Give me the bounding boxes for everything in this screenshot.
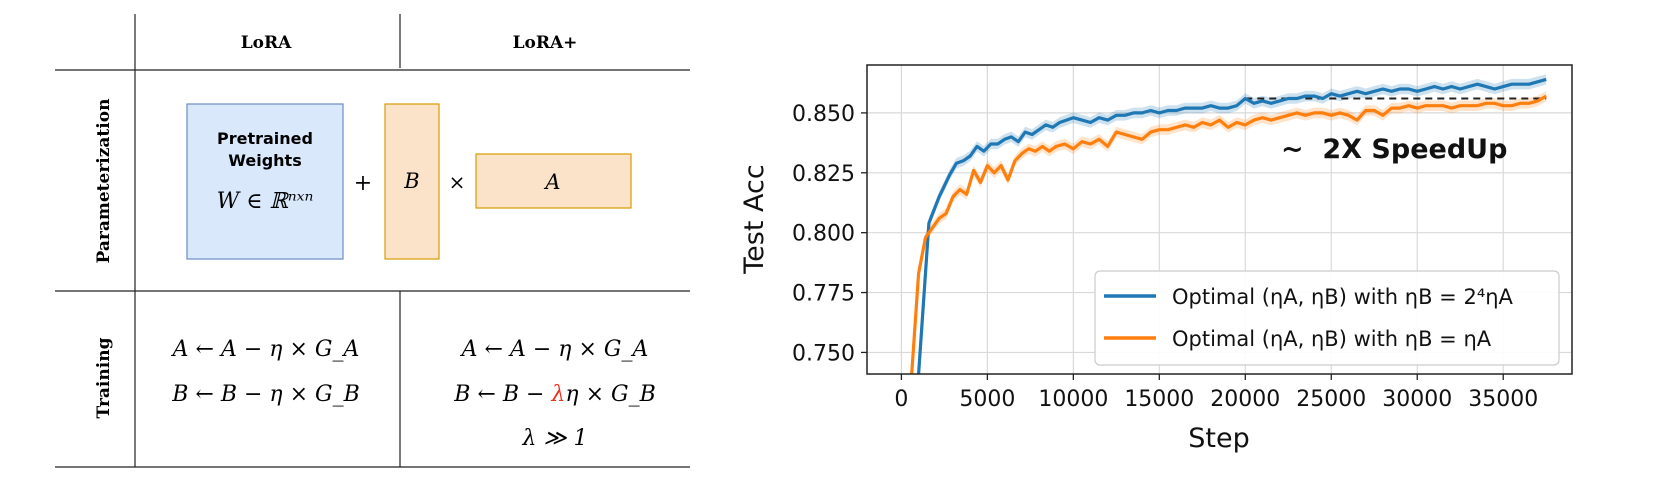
loraplus-update-b-prefix: B ← B − (453, 382, 551, 407)
lora-update-b: B ← B − η × G_B (171, 382, 360, 407)
matrix-b-label: B (403, 169, 419, 193)
lambda-condition: λ ≫ 1 (522, 426, 588, 451)
legend-box (1094, 270, 1560, 366)
y-tick-label: 0.800 (792, 222, 855, 247)
speedup-chart: 0 5000 10000 15000 20000 25000 30000 35000 0.750… (739, 64, 1573, 454)
pretrained-equation: W ∈ ℝⁿˣⁿ (217, 189, 314, 214)
series-line-orange (910, 94, 1547, 375)
col-header-lora: LoRA (241, 33, 292, 53)
y-tick-label: 0.850 (792, 102, 855, 127)
row-label-training: Training (94, 337, 114, 418)
x-tick-label: 10000 (1038, 387, 1108, 412)
x-tick-label: 20000 (1210, 387, 1280, 412)
legend-label-orange: Optimal (ηA, ηB) with ηB = ηA (1172, 327, 1492, 351)
comparison-table: LoRA LoRA+ Parameterization Training Pre… (55, 14, 690, 468)
pretrained-weights-block (186, 103, 344, 260)
row-label-parameterization: Parameterization (94, 99, 114, 264)
loraplus-update-b-suffix: η × G_B (565, 382, 655, 407)
pretrained-label-line1: Pretrained (217, 129, 313, 148)
x-tick-label: 0 (894, 387, 908, 412)
tick-layer: 0 5000 10000 15000 20000 25000 30000 35000 0.750… (792, 102, 1538, 412)
legend: Optimal (ηA, ηB) with ηB = 2⁴ηA Optimal … (1094, 270, 1560, 366)
x-tick-label: 30000 (1382, 387, 1452, 412)
loraplus-update-a: A ← A − η × G_A (460, 337, 649, 362)
col-header-loraplus: LoRA+ (513, 33, 578, 53)
speedup-annotation: ~ 2X SpeedUp (1281, 134, 1507, 165)
loraplus-update-b: B ← B − λη × G_B (453, 382, 655, 407)
pretrained-label-line2: Weights (228, 151, 301, 170)
matrix-b-block (384, 103, 440, 260)
y-tick-label: 0.750 (792, 341, 855, 366)
lambda-highlight: λ (550, 382, 565, 407)
x-tick-label: 35000 (1468, 387, 1538, 412)
y-tick-label: 0.775 (792, 282, 855, 307)
plot-frame (866, 64, 1573, 375)
times-symbol: × (449, 170, 466, 194)
y-tick-label: 0.825 (792, 162, 855, 187)
lora-update-a: A ← A − η × G_A (171, 337, 360, 362)
matrix-a-label: A (543, 170, 560, 194)
legend-label-orange-text: Optimal (ηA, ηB) with ηB = ηA (1172, 327, 1492, 351)
x-tick-label: 15000 (1124, 387, 1194, 412)
y-axis-label: Test Acc (739, 164, 770, 274)
matrix-a-block (475, 153, 632, 209)
plus-symbol: + (354, 171, 372, 196)
x-tick-label: 25000 (1296, 387, 1366, 412)
series-line-blue (917, 77, 1547, 375)
legend-label-blue: Optimal (ηA, ηB) with ηB = 2⁴ηA (1172, 285, 1514, 309)
series-layer (910, 77, 1547, 375)
x-axis-label: Step (1188, 423, 1249, 454)
legend-label-blue-text: Optimal (ηA, ηB) with ηB = 2⁴ηA (1172, 285, 1514, 309)
x-tick-label: 5000 (959, 387, 1015, 412)
